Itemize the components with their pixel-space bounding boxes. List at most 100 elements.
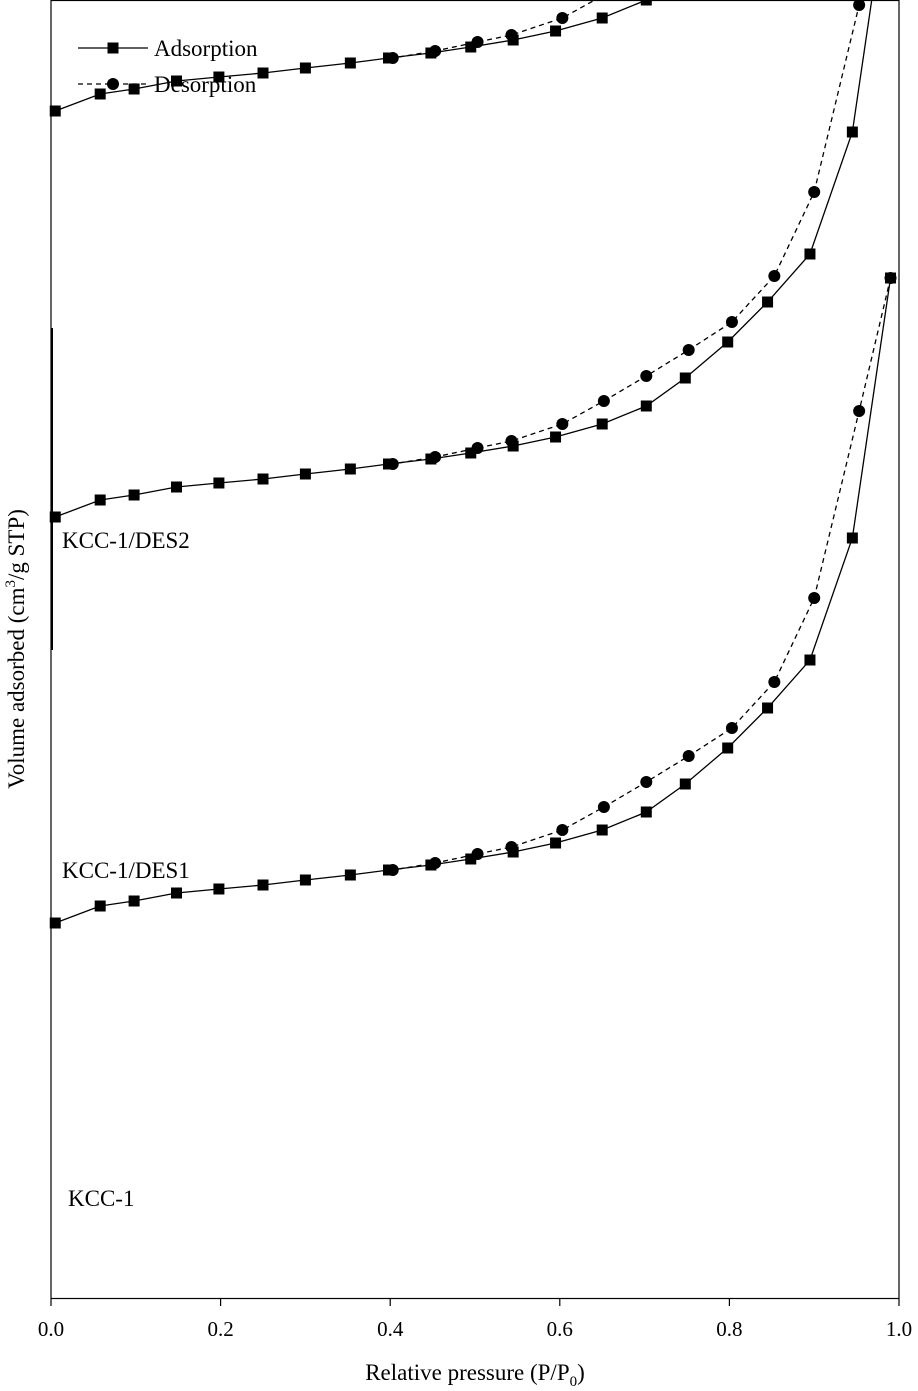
desorption-point [808, 592, 821, 604]
x-tick-label: 0.2 [207, 1317, 233, 1341]
adsorption-point [762, 296, 774, 308]
desorption-point [556, 418, 569, 430]
legend: Adsorption Desorption [78, 36, 258, 97]
adsorption-point [465, 41, 477, 53]
adsorption-point [383, 864, 395, 876]
adsorption-point [846, 532, 858, 544]
adsorption-point [425, 859, 437, 871]
adsorption-point [507, 34, 519, 46]
desorption-point [768, 270, 781, 282]
adsorption-point [128, 489, 140, 501]
adsorption-point [94, 494, 106, 506]
legend-square-marker [107, 42, 119, 54]
desorption-point [556, 12, 569, 24]
desorption-point [600, 0, 608, 1]
desorption-point [725, 316, 738, 328]
adsorption-point [383, 52, 395, 64]
adsorption-point [257, 473, 269, 485]
y-axis-label: Volume adsorbed (cm3/g STP) [3, 509, 29, 789]
adsorption-point [425, 47, 437, 59]
desorption-point [597, 395, 610, 407]
adsorption-point [299, 874, 311, 886]
isotherm-kcc-1 [49, 272, 897, 929]
adsorption-point [49, 511, 61, 523]
adsorption-point [94, 88, 106, 100]
plot-frame [50, 0, 900, 1300]
adsorption-point [213, 477, 225, 489]
legend-circle-marker [107, 78, 119, 90]
adsorption-point [679, 372, 691, 384]
adsorption-point [213, 71, 225, 83]
adsorption-point [344, 463, 356, 475]
desorption-line [392, 0, 861, 465]
adsorption-point [722, 742, 734, 754]
adsorption-point [846, 126, 858, 138]
plot-area-border [50, 0, 900, 1300]
adsorption-point [344, 869, 356, 881]
curve-label: KCC-1/DES2 [62, 528, 190, 553]
desorption-point [682, 750, 695, 762]
adsorption-point [640, 400, 652, 412]
curve-label: KCC-1/DES1 [62, 858, 190, 883]
adsorption-point [550, 837, 562, 849]
curve-labels: KCC-1/DES2 KCC-1/DES1 KCC-1 [62, 528, 190, 1211]
adsorption-point [213, 883, 225, 895]
adsorption-point [596, 418, 608, 430]
desorption-point [640, 370, 653, 382]
adsorption-point [171, 481, 183, 493]
adsorption-point [171, 887, 183, 899]
adsorption-point [257, 879, 269, 891]
desorption-point [597, 801, 610, 813]
adsorption-point [804, 654, 816, 666]
x-tick-label: 0.6 [547, 1317, 573, 1341]
adsorption-point [171, 75, 183, 87]
adsorption-point [762, 702, 774, 714]
adsorption-point [550, 431, 562, 443]
x-tick-label: 0.0 [38, 1317, 64, 1341]
desorption-point [808, 186, 821, 198]
adsorption-point [465, 853, 477, 865]
adsorption-point [299, 62, 311, 74]
desorption-point [768, 676, 781, 688]
adsorption-point [383, 458, 395, 470]
adsorption-point [885, 272, 897, 284]
adsorption-point [299, 468, 311, 480]
adsorption-point [596, 12, 608, 24]
adsorption-point [465, 447, 477, 459]
x-tick-label: 0.4 [377, 1317, 404, 1341]
desorption-point [853, 405, 866, 417]
desorption-point [725, 722, 738, 734]
adsorption-point [550, 25, 562, 37]
adsorption-point [49, 917, 61, 929]
desorption-point [640, 776, 653, 788]
adsorption-point [128, 83, 140, 95]
adsorption-point [128, 895, 140, 907]
adsorption-point [257, 67, 269, 79]
adsorption-point [344, 57, 356, 69]
isotherm-kcc-1-des1 [49, 0, 873, 523]
adsorption-point [679, 778, 691, 790]
adsorption-point [722, 336, 734, 348]
x-axis-ticks: 0.0 0.2 0.4 0.6 0.8 1.0 [38, 1299, 912, 1341]
adsorption-point [596, 824, 608, 836]
x-axis-label: Relative pressure (P/P0) [365, 1360, 585, 1390]
desorption-point [682, 344, 695, 356]
adsorption-point [640, 0, 652, 6]
isotherm-kcc-1-des2 [49, 0, 652, 117]
adsorption-line [55, 277, 892, 924]
adsorption-point [507, 440, 519, 452]
adsorption-point [49, 105, 61, 117]
legend-label: Desorption [154, 72, 257, 97]
curves-layer [49, 0, 897, 929]
x-tick-label: 1.0 [886, 1317, 912, 1341]
desorption-point [556, 824, 569, 836]
curve-label: KCC-1 [68, 1186, 134, 1211]
adsorption-point [507, 846, 519, 858]
adsorption-point [804, 248, 816, 260]
legend-label: Adsorption [154, 36, 258, 61]
adsorption-point [94, 900, 106, 912]
adsorption-point [425, 453, 437, 465]
desorption-point [853, 0, 866, 11]
x-tick-label: 0.8 [716, 1317, 742, 1341]
